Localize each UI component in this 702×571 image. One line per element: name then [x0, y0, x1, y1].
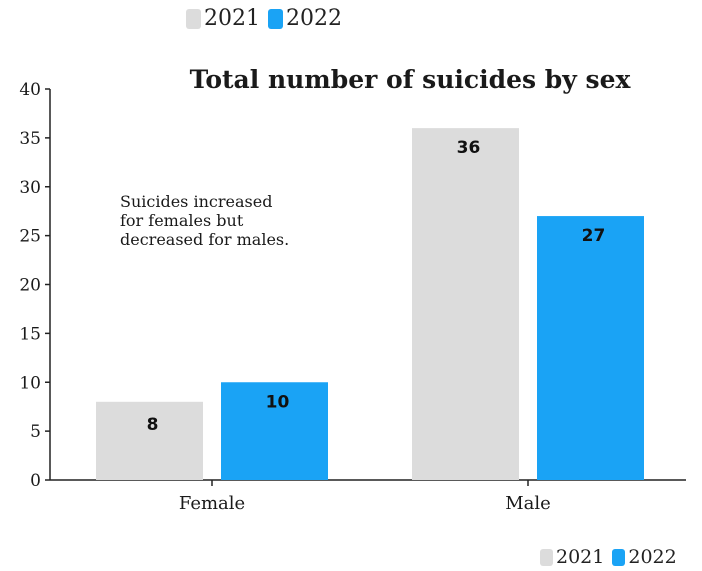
y-tick-label: 35: [19, 129, 41, 149]
chart-title: Total number of suicides by sex: [190, 65, 632, 94]
legend-label-2021: 2021: [556, 546, 605, 568]
legend-item-2022: 2022: [268, 6, 342, 31]
annotation-line: Suicides increased: [120, 192, 272, 211]
legend-label-2021: 2021: [204, 6, 260, 31]
annotation-line: decreased for males.: [120, 230, 289, 249]
bar-value-label: 27: [582, 226, 606, 246]
y-tick-label: 40: [19, 80, 41, 100]
y-tick-label: 10: [19, 373, 41, 393]
x-tick-label-male: Male: [505, 493, 551, 514]
y-tick-label: 20: [19, 276, 41, 296]
legend-item-2022: 2022: [612, 546, 677, 568]
legend-top: 2021 2022: [186, 6, 346, 31]
legend-label-2022: 2022: [286, 6, 342, 31]
legend-swatch-2021: [186, 8, 201, 29]
bar-male-2022: [537, 216, 644, 480]
bar-value-label: 36: [457, 138, 481, 158]
y-tick-label: 0: [30, 471, 41, 491]
x-tick-label-female: Female: [179, 493, 245, 514]
y-tick-label: 5: [30, 422, 41, 442]
bar-male-2021: [412, 128, 519, 480]
y-tick-label: 30: [19, 178, 41, 198]
y-tick-label: 15: [19, 324, 41, 344]
legend-swatch-2021: [540, 548, 553, 566]
legend-item-2021: 2021: [186, 6, 260, 31]
legend-label-2022: 2022: [628, 546, 677, 568]
chart-annotation: Suicides increased for females but decreas…: [120, 192, 289, 249]
bar-value-label: 8: [147, 415, 159, 435]
bar-value-label: 10: [266, 392, 290, 412]
annotation-line: for females but: [120, 211, 244, 230]
legend-swatch-2022: [612, 548, 626, 566]
legend-bottom: 2021 2022: [540, 546, 681, 568]
legend-swatch-2022: [268, 8, 283, 29]
bar-female-2021: [96, 401, 203, 480]
legend-item-2021: 2021: [540, 546, 604, 568]
y-tick-label: 25: [19, 227, 41, 247]
bar-female-2022: [221, 382, 328, 480]
